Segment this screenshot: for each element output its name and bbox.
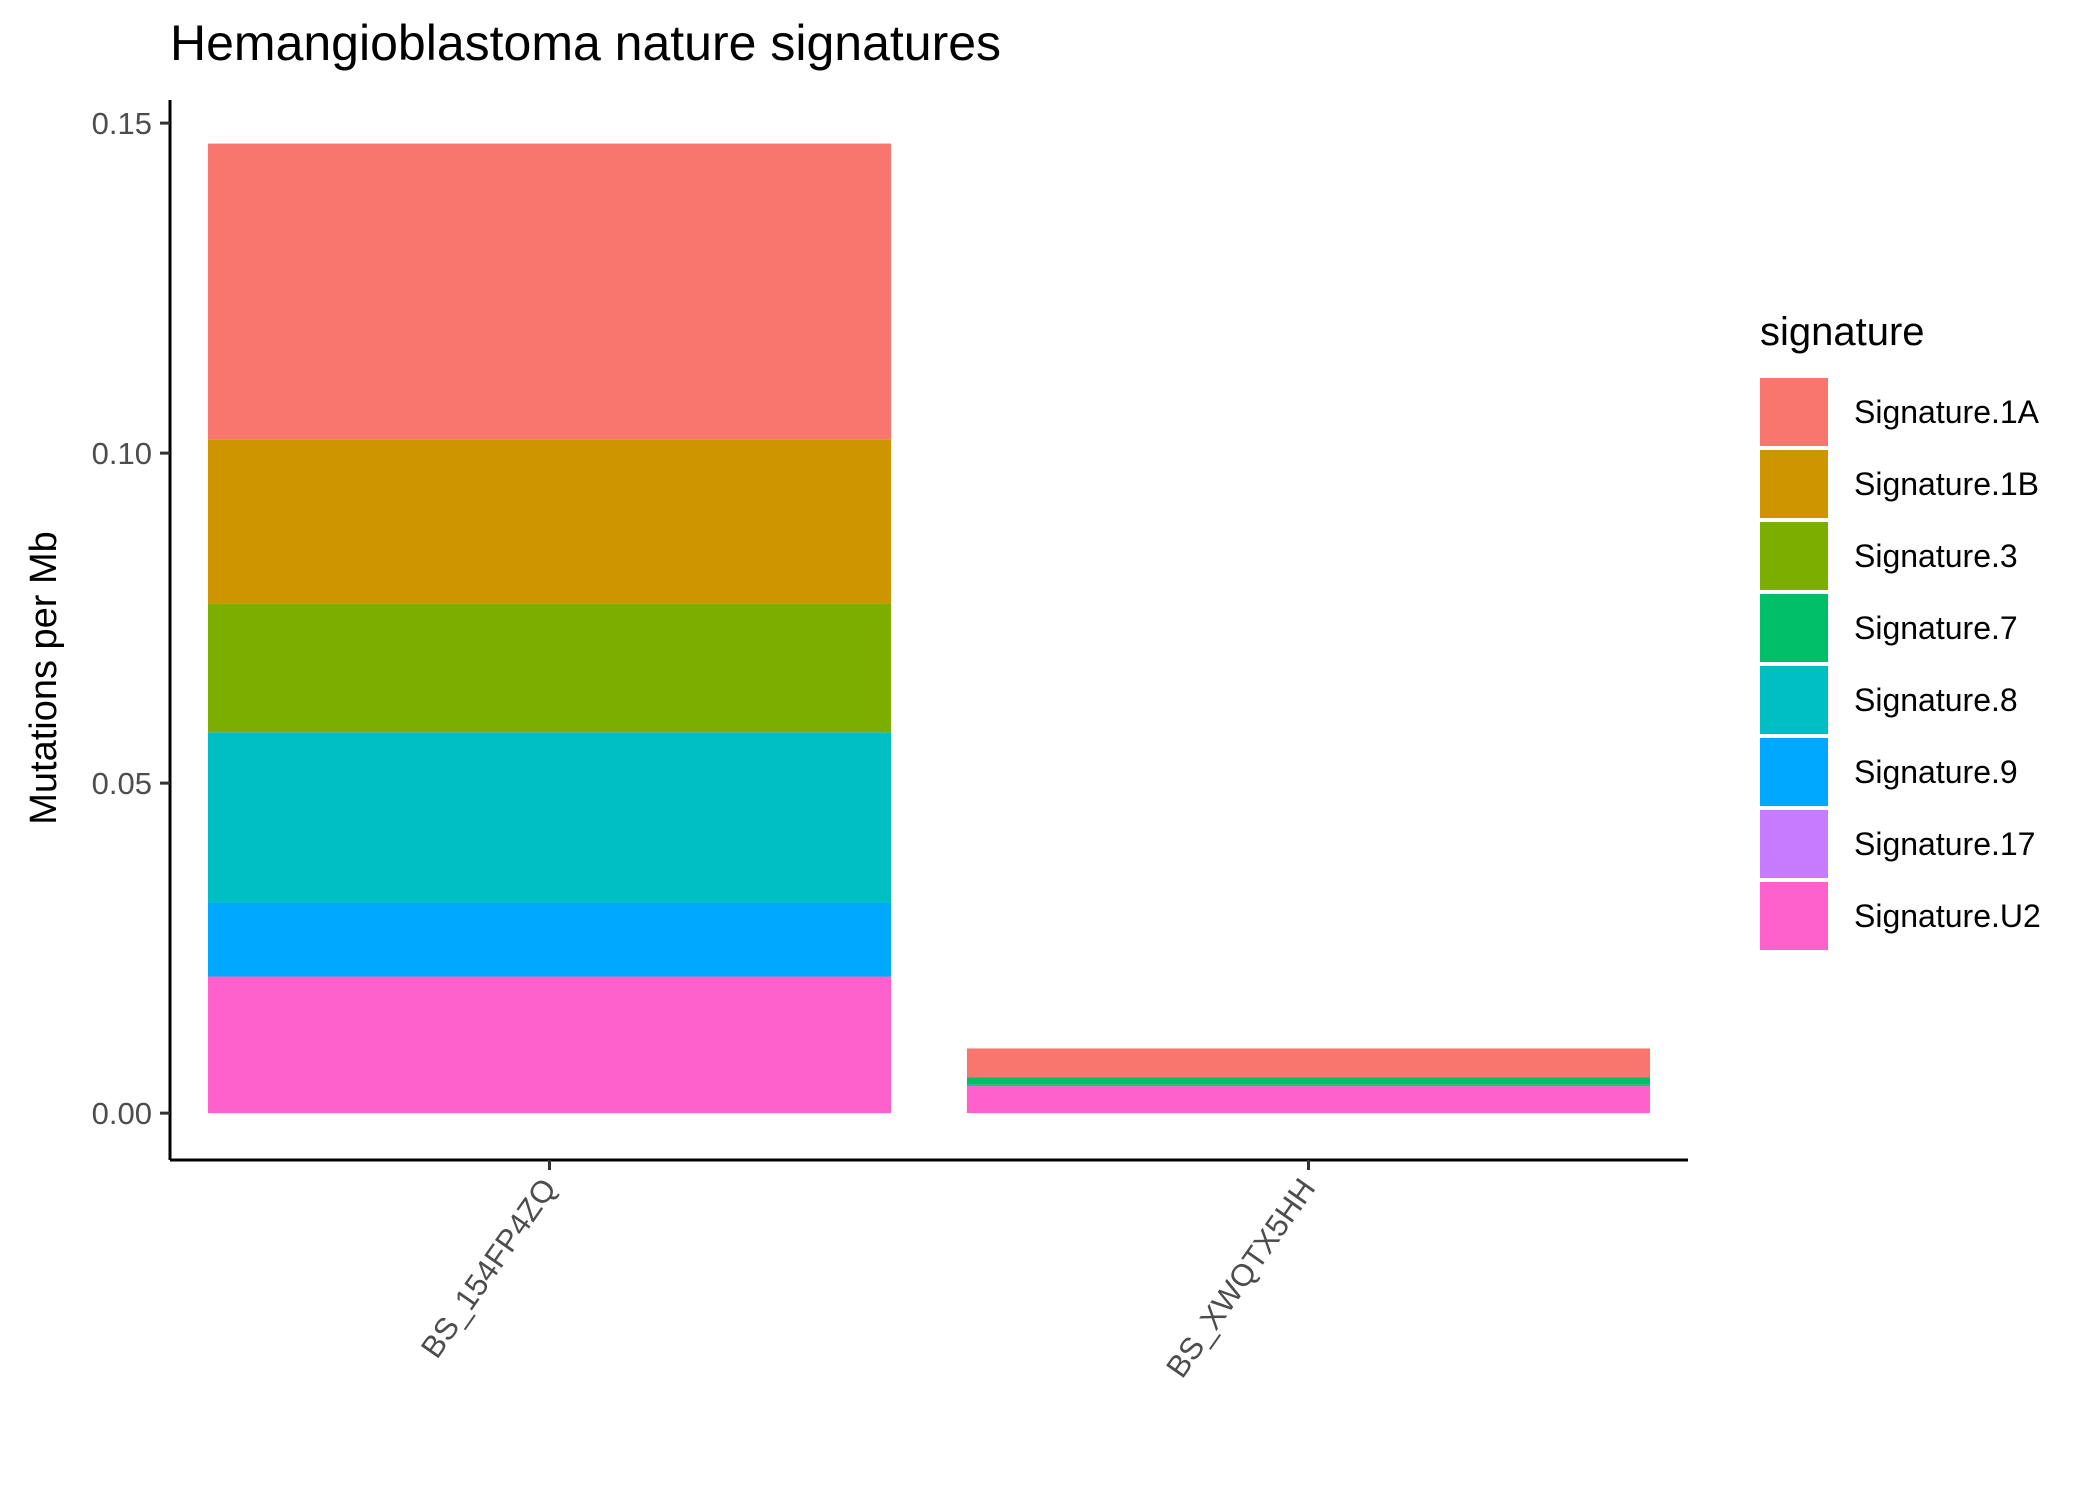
legend-label: Signature.17: [1854, 826, 2035, 862]
legend-label: Signature.7: [1854, 610, 2018, 646]
legend-key: [1760, 594, 1828, 662]
legend-items: Signature.1A Signature.1B Signature.3 Signa…: [1760, 378, 2041, 950]
legend-key: [1760, 882, 1828, 950]
x-tick-label: BS_154FP4ZQ: [414, 1172, 563, 1364]
legend-key: [1760, 810, 1828, 878]
bar-segment: [207, 976, 892, 1114]
bar-segment: [207, 902, 892, 977]
legend-label: Signature.9: [1854, 754, 2018, 790]
bar-segment: [966, 1077, 1651, 1085]
y-tick-label: 0.10: [92, 436, 152, 471]
y-tick-label: 0.05: [92, 766, 152, 801]
legend-key: [1760, 738, 1828, 806]
y-tick-label: 0.00: [92, 1096, 152, 1131]
legend-label: Signature.1B: [1854, 466, 2039, 502]
bar-segment: [207, 732, 892, 903]
legend-key: [1760, 378, 1828, 446]
x-tick-label: BS_XWQTX5HH: [1159, 1172, 1322, 1384]
bar-segment: [966, 1048, 1651, 1078]
bar-segment: [207, 439, 892, 604]
legend-key: [1760, 450, 1828, 518]
y-axis-title: Mutations per Mb: [23, 531, 65, 825]
y-tick-label: 0.15: [92, 106, 152, 141]
bar-segment: [207, 143, 892, 440]
legend-key: [1760, 522, 1828, 590]
bar-segment: [207, 603, 892, 733]
bar-segment: [966, 1084, 1651, 1087]
legend-label: Signature.8: [1854, 682, 2018, 718]
bar-segment: [966, 1086, 1651, 1114]
legend-key: [1760, 666, 1828, 734]
bars-layer: [207, 143, 1651, 1114]
legend-label: Signature.U2: [1854, 898, 2041, 934]
legend-label: Signature.1A: [1854, 394, 2040, 430]
legend-title: signature: [1760, 310, 1925, 354]
chart-title: Hemangioblastoma nature signatures: [170, 15, 1001, 71]
legend: signature Signature.1ASignature.1BSignat…: [1760, 310, 2041, 950]
legend-label: Signature.3: [1854, 538, 2018, 574]
